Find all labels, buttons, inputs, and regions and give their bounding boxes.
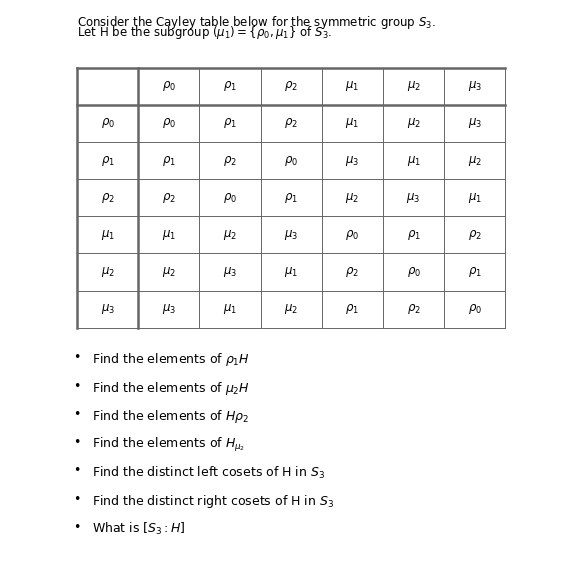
Text: $\rho_1$: $\rho_1$ [345,302,359,316]
Text: Find the elements of $H_{\mu_2}$: Find the elements of $H_{\mu_2}$ [93,436,246,454]
Text: $\rho_2$: $\rho_2$ [284,79,298,93]
Text: $\mu_2$: $\mu_2$ [162,265,176,279]
Text: •: • [74,464,81,477]
Text: •: • [74,436,81,449]
Text: $\mu_3$: $\mu_3$ [162,302,176,316]
Text: $\rho_2$: $\rho_2$ [284,116,298,131]
Text: $\mu_1$: $\mu_1$ [162,228,176,242]
Text: $\mu_3$: $\mu_3$ [468,79,482,93]
Text: $\rho_1$: $\rho_1$ [407,228,420,242]
Text: $\mu_1$: $\mu_1$ [345,79,360,93]
Text: Find the elements of $H\rho_2$: Find the elements of $H\rho_2$ [93,408,250,425]
Text: $\rho_1$: $\rho_1$ [100,154,115,168]
Text: Find the distinct right cosets of H in $S_3$: Find the distinct right cosets of H in $… [93,493,334,510]
Text: $\mu_2$: $\mu_2$ [468,154,482,168]
Text: Find the elements of $\rho_1 H$: Find the elements of $\rho_1 H$ [93,351,250,368]
Text: Find the elements of $\mu_2 H$: Find the elements of $\mu_2 H$ [93,380,250,397]
Text: $\mu_1$: $\mu_1$ [100,228,115,242]
Text: $\rho_2$: $\rho_2$ [162,191,176,205]
Text: •: • [74,408,81,421]
Text: $\rho_1$: $\rho_1$ [223,79,237,93]
Text: $\mu_3$: $\mu_3$ [407,191,421,205]
Text: $\rho_2$: $\rho_2$ [223,154,237,168]
Text: $\mu_1$: $\mu_1$ [284,265,298,279]
Text: •: • [74,351,81,364]
Text: $\rho_2$: $\rho_2$ [345,265,359,279]
Text: $\rho_2$: $\rho_2$ [100,191,115,205]
Text: $\mu_2$: $\mu_2$ [223,228,237,242]
Text: What is $[S_3 : H]$: What is $[S_3 : H]$ [93,521,186,537]
Text: $\mu_3$: $\mu_3$ [468,116,482,131]
Text: Let H be the subgroup $(\mu_1) = \{\rho_0, \mu_1\}$ of $S_3$.: Let H be the subgroup $(\mu_1) = \{\rho_… [77,24,332,41]
Text: $\rho_1$: $\rho_1$ [162,154,176,168]
Text: $\rho_2$: $\rho_2$ [407,302,420,316]
Text: $\rho_0$: $\rho_0$ [345,228,359,242]
Text: $\mu_2$: $\mu_2$ [100,265,115,279]
Text: $\mu_3$: $\mu_3$ [345,154,360,168]
Text: $\rho_1$: $\rho_1$ [284,191,298,205]
Text: $\mu_2$: $\mu_2$ [345,191,359,205]
Text: $\mu_1$: $\mu_1$ [407,154,421,168]
Text: $\mu_3$: $\mu_3$ [223,265,237,279]
Text: $\mu_1$: $\mu_1$ [223,302,237,316]
Text: $\rho_0$: $\rho_0$ [284,154,298,168]
Text: $\rho_1$: $\rho_1$ [223,116,237,131]
Text: $\mu_2$: $\mu_2$ [284,302,298,316]
Text: $\rho_0$: $\rho_0$ [100,116,115,131]
Text: $\mu_1$: $\mu_1$ [468,191,482,205]
Text: •: • [74,493,81,506]
Text: Consider the Cayley table below for the symmetric group $S_3$.: Consider the Cayley table below for the … [77,14,436,31]
Text: $\mu_3$: $\mu_3$ [284,228,298,242]
Text: $\rho_0$: $\rho_0$ [162,116,176,131]
Text: $\mu_1$: $\mu_1$ [345,116,360,131]
Text: Find the distinct left cosets of H in $S_3$: Find the distinct left cosets of H in $S… [93,464,325,480]
Text: $\mu_2$: $\mu_2$ [407,79,421,93]
Text: $\rho_0$: $\rho_0$ [162,79,176,93]
Text: •: • [74,521,81,534]
Text: $\rho_0$: $\rho_0$ [468,302,482,316]
Text: •: • [74,380,81,393]
Text: $\rho_0$: $\rho_0$ [223,191,237,205]
Text: $\rho_0$: $\rho_0$ [407,265,421,279]
Text: $\rho_2$: $\rho_2$ [468,228,482,242]
Text: $\mu_2$: $\mu_2$ [407,116,421,131]
Text: $\rho_1$: $\rho_1$ [468,265,482,279]
Text: $\mu_3$: $\mu_3$ [100,302,115,316]
